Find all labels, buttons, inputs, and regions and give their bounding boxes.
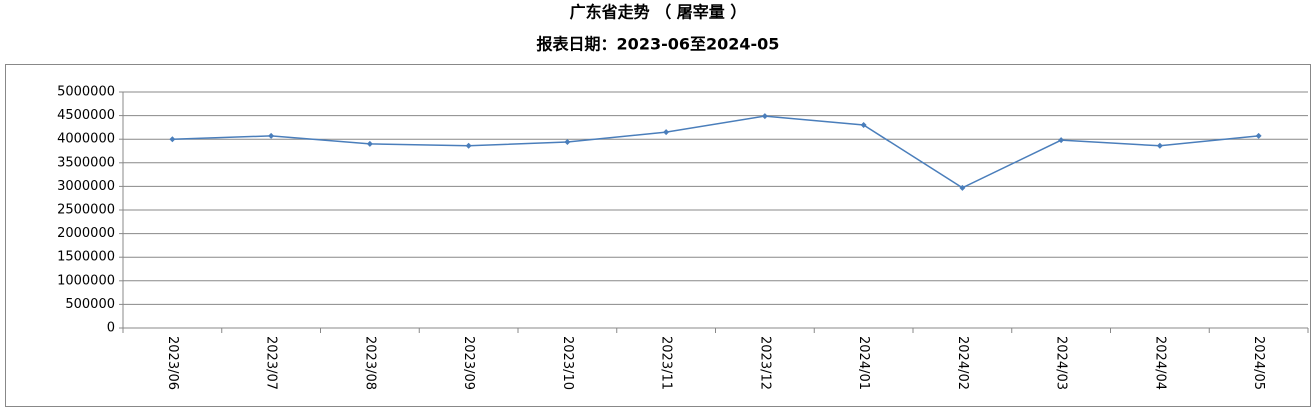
y-tick-label: 4000000 bbox=[57, 132, 115, 147]
point bbox=[564, 139, 571, 146]
x-tick-label: 2024/03 bbox=[1054, 336, 1069, 390]
x-tick-label: 2023/08 bbox=[362, 336, 377, 390]
point bbox=[268, 132, 275, 139]
x-tick-label: 2023/07 bbox=[264, 336, 279, 390]
y-tick-label: 1500000 bbox=[57, 250, 115, 265]
y-tick-label: 2000000 bbox=[57, 226, 115, 241]
y-tick-label: 3000000 bbox=[57, 179, 115, 194]
series-line bbox=[172, 115, 1259, 189]
x-tick-label: 2023/10 bbox=[560, 336, 575, 390]
x-tick-label: 2024/04 bbox=[1152, 336, 1167, 390]
x-tick-label: 2024/05 bbox=[1251, 336, 1266, 390]
chart-subtitle: 报表日期：2023-06至2024-05 bbox=[537, 35, 780, 54]
y-tick-label: 4500000 bbox=[57, 108, 115, 123]
point bbox=[169, 136, 176, 143]
y-tick-label: 3500000 bbox=[57, 155, 115, 170]
point bbox=[663, 129, 670, 136]
point bbox=[1255, 132, 1262, 139]
point bbox=[959, 184, 966, 191]
point bbox=[1156, 142, 1163, 149]
y-tick-label: 500000 bbox=[65, 297, 115, 312]
x-tick-label: 2023/12 bbox=[757, 336, 772, 390]
chart-title: 广东省走势 （ 屠宰量 ） bbox=[570, 3, 747, 22]
x-tick-label: 2023/11 bbox=[659, 336, 674, 390]
point bbox=[465, 142, 472, 149]
point bbox=[1058, 137, 1065, 144]
point bbox=[761, 113, 768, 120]
chart-border bbox=[5, 64, 1311, 407]
x-tick-label: 2024/02 bbox=[955, 336, 970, 390]
x-tick-label: 2024/01 bbox=[856, 336, 871, 390]
x-tick-label: 2023/06 bbox=[165, 336, 180, 390]
point bbox=[860, 122, 867, 129]
y-tick-label: 2500000 bbox=[57, 203, 115, 218]
y-tick-label: 1000000 bbox=[57, 273, 115, 288]
point bbox=[366, 140, 373, 147]
y-tick-label: 5000000 bbox=[57, 85, 115, 100]
y-tick-label: 0 bbox=[107, 321, 115, 336]
x-tick-label: 2023/09 bbox=[461, 336, 476, 390]
